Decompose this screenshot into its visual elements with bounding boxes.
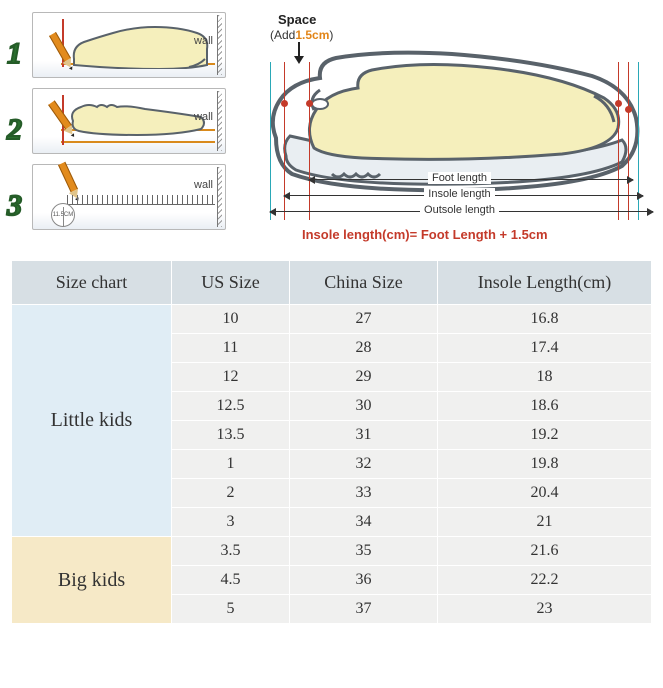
steps-column: 1 wall 2 wall 3 bbox=[6, 12, 242, 242]
size-cell: 37 bbox=[290, 595, 438, 624]
wall-hatch-icon bbox=[217, 167, 222, 227]
size-cell: 2 bbox=[172, 479, 290, 508]
size-cell: 23 bbox=[438, 595, 652, 624]
size-cell: 1 bbox=[172, 450, 290, 479]
size-cell: 3 bbox=[172, 508, 290, 537]
insole-formula: Insole length(cm)= Foot Length + 1.5cm bbox=[302, 227, 548, 242]
outsole-length-label: Outsole length bbox=[420, 204, 499, 216]
ruler-icon bbox=[67, 195, 215, 205]
size-cell: 12 bbox=[172, 363, 290, 392]
wall-label: wall bbox=[194, 35, 213, 47]
size-cell: 30 bbox=[290, 392, 438, 421]
col-china-size: China Size bbox=[290, 261, 438, 305]
foot-top-icon bbox=[67, 99, 207, 139]
size-cell: 17.4 bbox=[438, 334, 652, 363]
step-1-panel: 1 wall bbox=[32, 12, 226, 78]
col-size-chart: Size chart bbox=[12, 261, 172, 305]
group-label: Little kids bbox=[12, 305, 172, 537]
table-row: Big kids3.53521.6 bbox=[12, 537, 652, 566]
wall-hatch-icon bbox=[217, 15, 222, 75]
size-cell: 22.2 bbox=[438, 566, 652, 595]
size-cell: 32 bbox=[290, 450, 438, 479]
size-cell: 10 bbox=[172, 305, 290, 334]
step-2-number: 2 bbox=[7, 113, 22, 147]
wall-label: wall bbox=[194, 179, 213, 191]
size-cell: 19.2 bbox=[438, 421, 652, 450]
size-cell: 11 bbox=[172, 334, 290, 363]
foot-side-icon bbox=[69, 19, 209, 69]
size-cell: 33 bbox=[290, 479, 438, 508]
pencil-icon bbox=[58, 162, 78, 193]
space-label: Space bbox=[278, 12, 316, 27]
space-add-value: (Add1.5cm) bbox=[270, 28, 333, 42]
size-cell: 5 bbox=[172, 595, 290, 624]
size-cell: 34 bbox=[290, 508, 438, 537]
size-cell: 12.5 bbox=[172, 392, 290, 421]
foot-in-shoe-diagram: Space (Add1.5cm) bbox=[262, 12, 657, 242]
col-insole-length: Insole Length(cm) bbox=[438, 261, 652, 305]
size-cell: 19.8 bbox=[438, 450, 652, 479]
step-3-panel: 3 11.5CM wall bbox=[32, 164, 226, 230]
size-cell: 31 bbox=[290, 421, 438, 450]
size-cell: 35 bbox=[290, 537, 438, 566]
step-2-panel: 2 wall bbox=[32, 88, 226, 154]
step-3-number: 3 bbox=[7, 189, 22, 223]
size-cell: 21 bbox=[438, 508, 652, 537]
table-row: Little kids102716.8 bbox=[12, 305, 652, 334]
size-chart-table: Size chart US Size China Size Insole Len… bbox=[11, 260, 652, 624]
size-cell: 3.5 bbox=[172, 537, 290, 566]
col-us-size: US Size bbox=[172, 261, 290, 305]
step-1-number: 1 bbox=[7, 37, 22, 71]
size-cell: 16.8 bbox=[438, 305, 652, 334]
size-cell: 20.4 bbox=[438, 479, 652, 508]
wall-hatch-icon bbox=[217, 91, 222, 151]
pencil-icon bbox=[49, 32, 71, 62]
size-cell: 13.5 bbox=[172, 421, 290, 450]
size-cell: 18.6 bbox=[438, 392, 652, 421]
insole-length-label: Insole length bbox=[424, 188, 494, 200]
foot-length-label: Foot length bbox=[428, 172, 491, 184]
size-cell: 4.5 bbox=[172, 566, 290, 595]
size-cell: 28 bbox=[290, 334, 438, 363]
size-cell: 29 bbox=[290, 363, 438, 392]
measurement-guide-top: 1 wall 2 wall 3 bbox=[0, 0, 663, 250]
wall-label: wall bbox=[194, 111, 213, 123]
size-cell: 21.6 bbox=[438, 537, 652, 566]
size-cell: 27 bbox=[290, 305, 438, 334]
table-header-row: Size chart US Size China Size Insole Len… bbox=[12, 261, 652, 305]
group-label: Big kids bbox=[12, 537, 172, 624]
size-cell: 18 bbox=[438, 363, 652, 392]
size-cell: 36 bbox=[290, 566, 438, 595]
